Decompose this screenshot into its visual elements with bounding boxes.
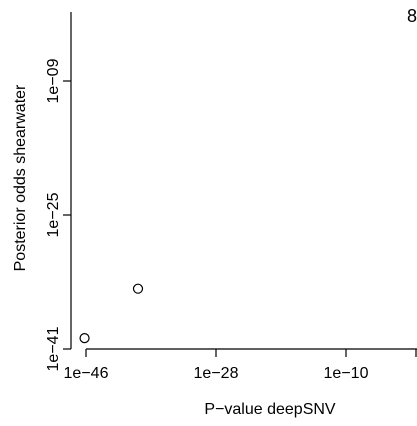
x-axis-label: P−value deepSNV xyxy=(204,401,336,418)
corner-text: 8 xyxy=(407,6,417,26)
y-tick-label: 1e−09 xyxy=(45,58,62,103)
x-axis: 1e−46 1e−28 1e−10 xyxy=(64,348,417,382)
data-point xyxy=(79,333,90,344)
x-tick-label: 1e−46 xyxy=(64,365,109,382)
data-point xyxy=(132,283,144,294)
y-tick-label: 1e−41 xyxy=(45,326,62,371)
y-tick-label: 1e−25 xyxy=(45,192,62,237)
y-axis: 1e−41 1e−25 1e−09 xyxy=(45,12,72,371)
x-tick-label: 1e−28 xyxy=(194,365,239,382)
x-tick-label: 1e−10 xyxy=(324,365,369,382)
y-axis-label: Posterior odds shearwater xyxy=(12,84,29,271)
data-points xyxy=(79,283,144,344)
